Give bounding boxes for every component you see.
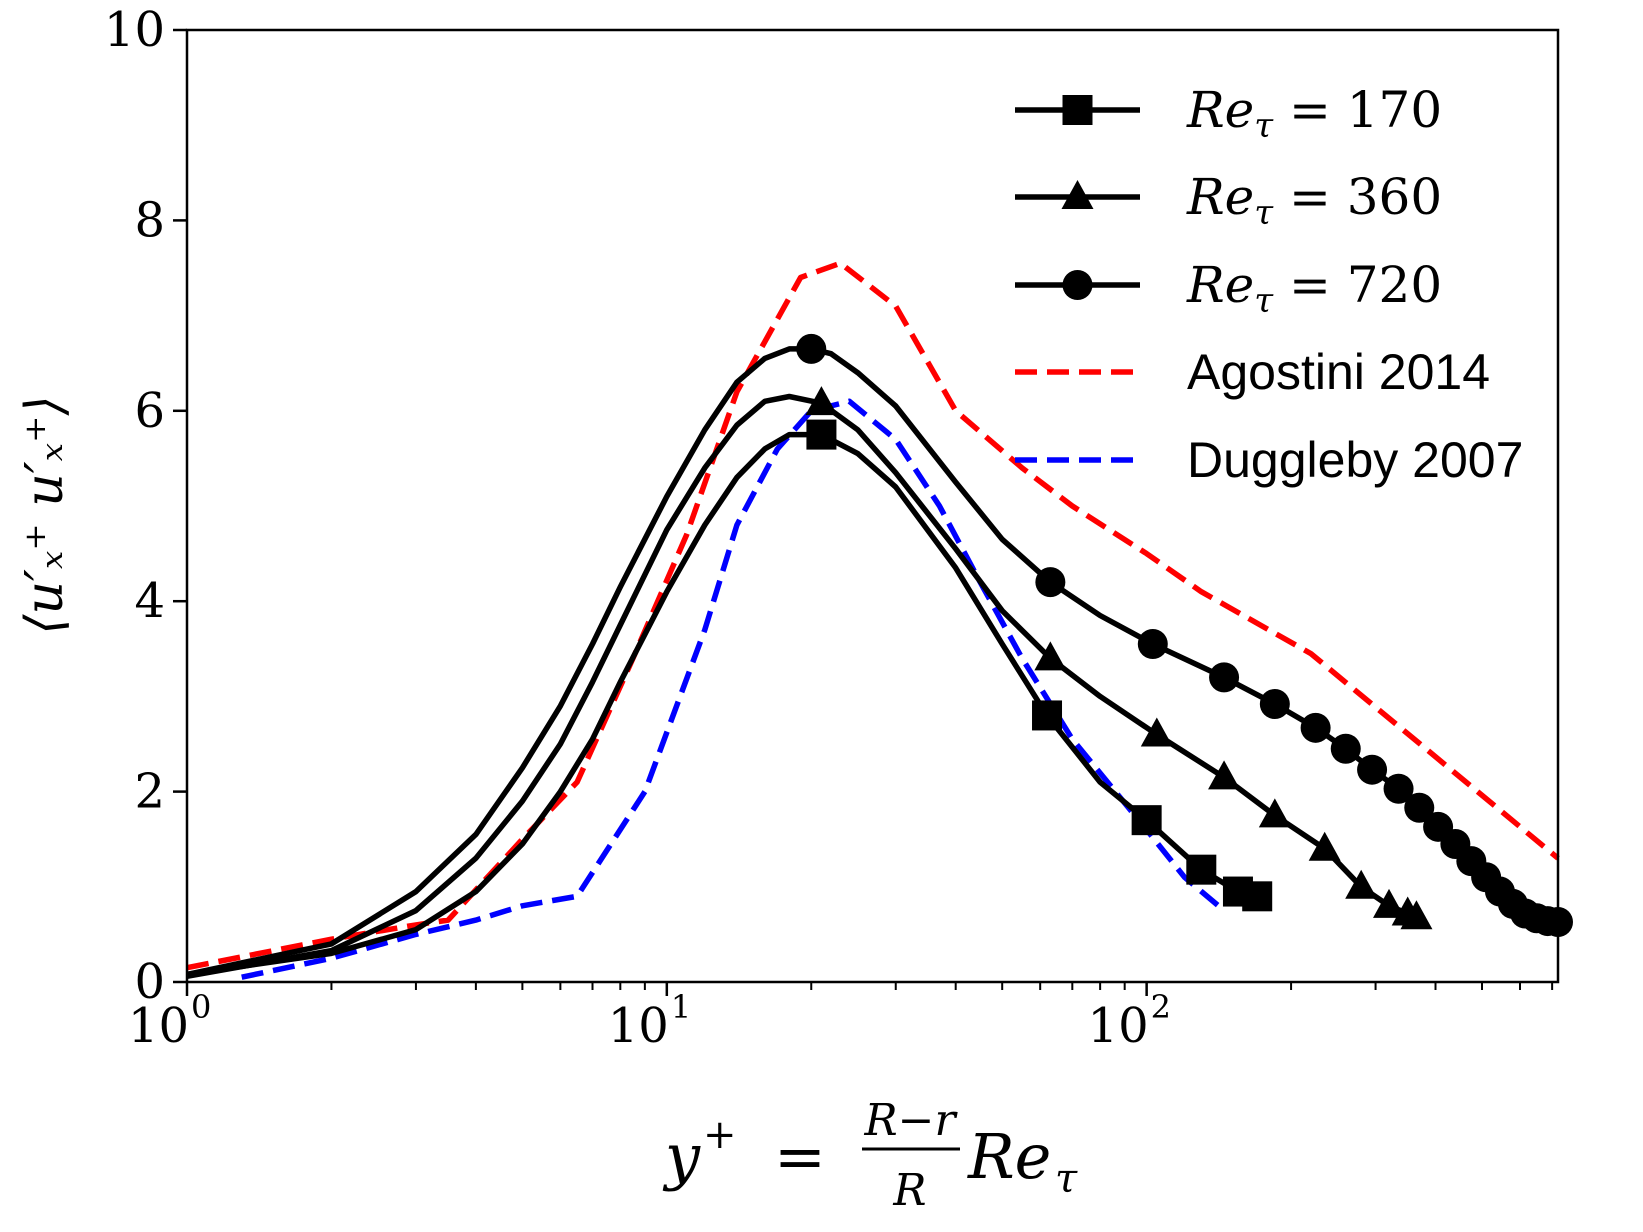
x-tick-label-2: 10 2 bbox=[1088, 988, 1171, 1054]
series-1-point-7 bbox=[1373, 888, 1406, 918]
series-0-point-3 bbox=[1186, 854, 1217, 885]
y-tick-label-0: 0 bbox=[134, 954, 165, 1010]
legend-item-1: Reτ = 360 bbox=[1015, 168, 1442, 233]
x-axis-label-frac-den: R bbox=[892, 1165, 926, 1216]
x-axis-label-suffix: Re bbox=[967, 1120, 1051, 1193]
series-1-point-0 bbox=[805, 386, 838, 416]
series-0-point-5 bbox=[1242, 881, 1273, 912]
legend-item-4: Duggleby 2007 bbox=[1015, 432, 1523, 488]
svg-text:10: 10 bbox=[128, 998, 189, 1054]
series-4 bbox=[241, 398, 1226, 980]
series-line-3 bbox=[186, 260, 1560, 971]
series-1-point-3 bbox=[1208, 760, 1241, 790]
y-tick-label-4: 8 bbox=[134, 192, 165, 248]
x-axis-label-suffix-sub: τ bbox=[1055, 1156, 1078, 1202]
series-2-point-4 bbox=[1259, 689, 1290, 720]
legend-item-3: Agostini 2014 bbox=[1015, 344, 1490, 400]
series-0-point-1 bbox=[1032, 700, 1063, 731]
series-1-point-2 bbox=[1140, 717, 1173, 747]
series-2-point-9 bbox=[1404, 792, 1435, 823]
x-axis-label-eq: = bbox=[754, 1120, 845, 1193]
series-2-point-3 bbox=[1209, 662, 1240, 693]
legend: Reτ = 170 Reτ = 360 Reτ = 720 Agostini 2014… bbox=[1015, 81, 1523, 488]
series-2-point-6 bbox=[1330, 733, 1361, 764]
legend-item-2: Reτ = 720 bbox=[1015, 256, 1442, 321]
legend-marker-0 bbox=[1062, 95, 1093, 125]
y-axis-label-text: ⟨u′ₓ⁺ u′ₓ⁺⟩ bbox=[15, 395, 75, 635]
x-tick-label-1: 10 1 bbox=[608, 988, 691, 1054]
series-0 bbox=[186, 419, 1273, 978]
y-tick-label-1: 2 bbox=[134, 764, 165, 820]
legend-label-2: Reτ = 720 bbox=[1186, 256, 1442, 321]
svg-text:0: 0 bbox=[191, 988, 211, 1026]
series-1-point-5 bbox=[1308, 831, 1341, 861]
x-axis-label-sup: + bbox=[703, 1112, 737, 1158]
legend-marker-2 bbox=[1062, 270, 1093, 300]
series-line-4 bbox=[241, 398, 1226, 980]
series-1-point-9 bbox=[1400, 900, 1433, 930]
series-2-point-1 bbox=[1035, 567, 1066, 598]
legend-label-0: Reτ = 170 bbox=[1186, 81, 1442, 146]
svg-text:10: 10 bbox=[1088, 998, 1149, 1054]
svg-text:10: 10 bbox=[608, 998, 669, 1054]
x-axis-label-prefix: y bbox=[662, 1120, 701, 1193]
series-2-point-2 bbox=[1137, 629, 1168, 660]
plot-frame bbox=[185, 28, 1560, 984]
legend-label-4: Duggleby 2007 bbox=[1187, 432, 1523, 488]
x-axis-label-frac-num: R−r bbox=[863, 1095, 958, 1146]
series-3 bbox=[186, 260, 1560, 971]
series-line-1 bbox=[186, 393, 1418, 980]
legend-label-1: Reτ = 360 bbox=[1186, 168, 1442, 233]
series-2-point-0 bbox=[796, 333, 827, 364]
series-line-0 bbox=[186, 431, 1258, 978]
series-0-point-2 bbox=[1131, 805, 1162, 836]
y-axis-label: ⟨u′ₓ⁺ u′ₓ⁺⟩ bbox=[15, 395, 75, 635]
series-1-point-4 bbox=[1258, 798, 1291, 828]
series-0-point-0 bbox=[806, 419, 837, 450]
svg-text:2: 2 bbox=[1151, 988, 1171, 1026]
x-axis-label: y + = R−r R Re τ bbox=[662, 1095, 1078, 1216]
series-layer bbox=[186, 260, 1573, 980]
y-tick-label-2: 4 bbox=[134, 573, 165, 629]
legend-item-0: Reτ = 170 bbox=[1015, 81, 1442, 146]
series-2-point-7 bbox=[1357, 754, 1388, 785]
x-tick-label-0: 10 0 bbox=[128, 988, 211, 1054]
series-1 bbox=[186, 386, 1433, 980]
series-1-point-6 bbox=[1345, 869, 1378, 899]
legend-label-3: Agostini 2014 bbox=[1187, 344, 1490, 400]
series-2 bbox=[186, 333, 1573, 978]
y-tick-label-3: 6 bbox=[134, 383, 165, 439]
series-2-point-5 bbox=[1300, 712, 1331, 743]
legend-marker-1 bbox=[1061, 180, 1094, 209]
series-2-point-8 bbox=[1383, 773, 1414, 804]
y-tick-label-5: 10 bbox=[104, 2, 165, 58]
series-1-point-1 bbox=[1034, 641, 1067, 671]
svg-text:1: 1 bbox=[671, 988, 691, 1026]
